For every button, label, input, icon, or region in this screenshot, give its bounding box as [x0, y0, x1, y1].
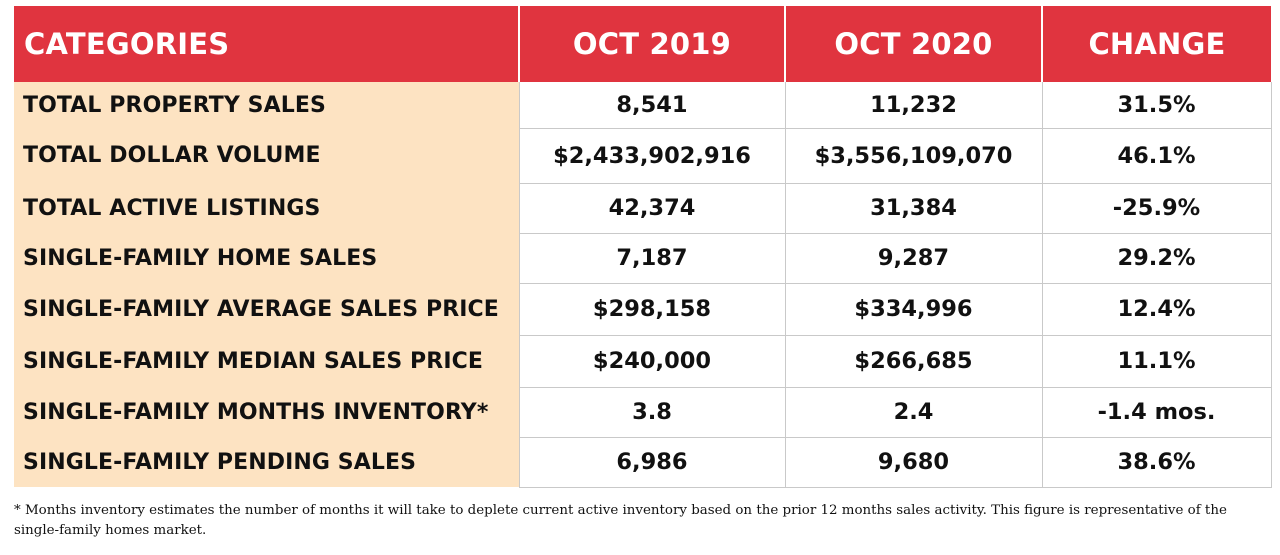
- table-row: TOTAL PROPERTY SALES 8,541 11,232 31.5%: [14, 82, 1272, 129]
- row-oct-2019-value: $240,000: [518, 335, 786, 388]
- row-oct-2019-value: $2,433,902,916: [518, 128, 786, 184]
- table-row: TOTAL DOLLAR VOLUME $2,433,902,916 $3,55…: [14, 128, 1272, 184]
- market-stats-table: CATEGORIES OCT 2019 OCT 2020 CHANGE TOTA…: [14, 6, 1272, 488]
- row-oct-2020-value: 9,680: [784, 437, 1043, 488]
- row-oct-2020-value: $266,685: [784, 335, 1043, 388]
- row-oct-2019-value: 7,187: [518, 233, 786, 284]
- footnote: * Months inventory estimates the number …: [14, 503, 1227, 538]
- row-category: SINGLE-FAMILY MONTHS INVENTORY*: [14, 387, 520, 437]
- table-row: SINGLE-FAMILY MONTHS INVENTORY* 3.8 2.4 …: [14, 387, 1272, 438]
- row-change-value: 29.2%: [1041, 233, 1272, 284]
- row-oct-2019-value: $298,158: [518, 283, 786, 336]
- row-change-value: 12.4%: [1041, 283, 1272, 336]
- table-header-row: CATEGORIES OCT 2019 OCT 2020 CHANGE: [14, 6, 1271, 82]
- row-change-value: 31.5%: [1041, 82, 1272, 129]
- table-row: SINGLE-FAMILY MEDIAN SALES PRICE $240,00…: [14, 335, 1272, 388]
- row-oct-2019-value: 6,986: [518, 437, 786, 488]
- row-change-value: -25.9%: [1041, 183, 1272, 234]
- table-row: SINGLE-FAMILY AVERAGE SALES PRICE $298,1…: [14, 283, 1272, 336]
- row-category: TOTAL PROPERTY SALES: [14, 82, 520, 128]
- header-oct-2020: OCT 2020: [785, 6, 1043, 82]
- row-category: SINGLE-FAMILY PENDING SALES: [14, 437, 520, 487]
- table-row: SINGLE-FAMILY PENDING SALES 6,986 9,680 …: [14, 437, 1272, 488]
- row-oct-2020-value: 31,384: [784, 183, 1043, 234]
- row-change-value: 46.1%: [1041, 128, 1272, 184]
- row-oct-2020-value: $334,996: [784, 283, 1043, 336]
- row-category: SINGLE-FAMILY MEDIAN SALES PRICE: [14, 335, 520, 387]
- row-oct-2020-value: 11,232: [784, 82, 1043, 129]
- row-oct-2019-value: 8,541: [518, 82, 786, 129]
- row-oct-2020-value: 2.4: [784, 387, 1043, 438]
- header-oct-2019: OCT 2019: [519, 6, 786, 82]
- row-category: TOTAL DOLLAR VOLUME: [14, 128, 520, 183]
- row-category: SINGLE-FAMILY HOME SALES: [14, 233, 520, 283]
- row-oct-2020-value: $3,556,109,070: [784, 128, 1043, 184]
- row-oct-2019-value: 42,374: [518, 183, 786, 234]
- header-change: CHANGE: [1042, 6, 1271, 82]
- row-oct-2020-value: 9,287: [784, 233, 1043, 284]
- header-categories: CATEGORIES: [14, 6, 520, 82]
- table-row: SINGLE-FAMILY HOME SALES 7,187 9,287 29.…: [14, 233, 1272, 284]
- row-oct-2019-value: 3.8: [518, 387, 786, 438]
- row-change-value: -1.4 mos.: [1041, 387, 1272, 438]
- row-category: TOTAL ACTIVE LISTINGS: [14, 183, 520, 233]
- row-change-value: 38.6%: [1041, 437, 1272, 488]
- row-change-value: 11.1%: [1041, 335, 1272, 388]
- row-category: SINGLE-FAMILY AVERAGE SALES PRICE: [14, 283, 520, 335]
- table-row: TOTAL ACTIVE LISTINGS 42,374 31,384 -25.…: [14, 183, 1272, 234]
